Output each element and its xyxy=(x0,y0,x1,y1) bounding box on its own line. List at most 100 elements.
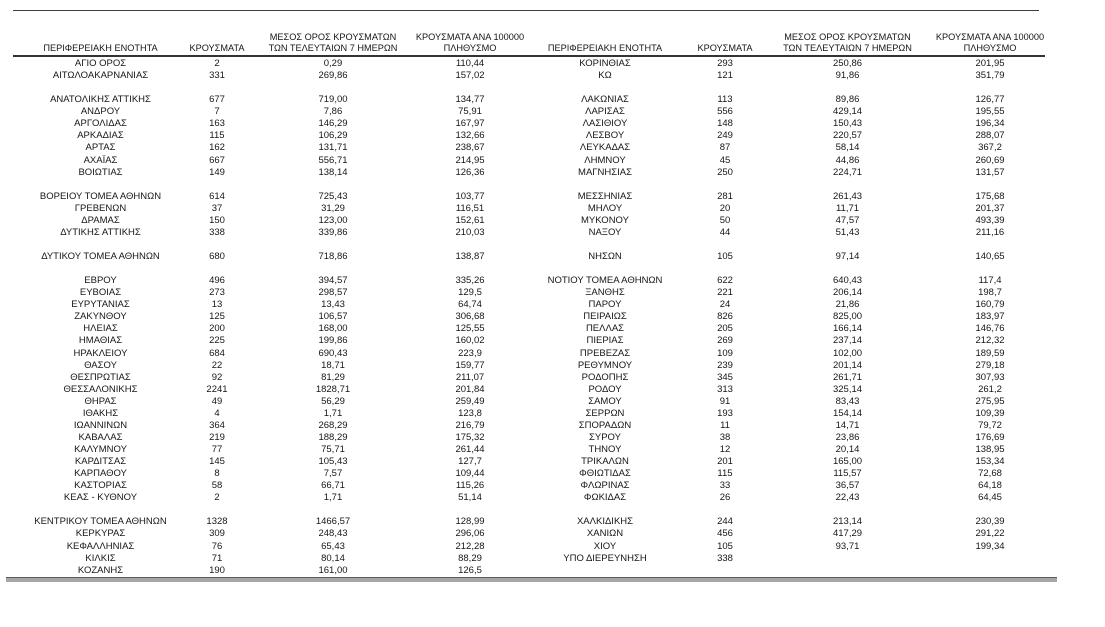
cell-right-region: ΠΑΡΟΥ xyxy=(588,299,622,311)
cell-right-avg7: 23,86 xyxy=(835,431,860,443)
cell-right-per100k: 79,72 xyxy=(978,419,1002,431)
cell-right-avg7: 261,71 xyxy=(832,371,863,383)
cell-left-region: ΔΥΤΙΚΗΣ ΑΤΤΙΚΗΣ xyxy=(60,226,141,238)
table-row: ΚΑΣΤΟΡΙΑΣ 58 66,71 115,26 ΦΛΩΡΙΝΑΣ 33 36,57 64,… xyxy=(13,480,1045,492)
cell-left-region: ΑΙΤΩΛΟΑΚΑΡΝΑΝΙΑΣ xyxy=(52,70,149,82)
cell-right-per100k: 230,39 xyxy=(975,516,1005,528)
table-row: ΚΑΡΠΑΘΟΥ 8 7,57 109,44 ΦΘΙΩΤΙΔΑΣ 115 115,57 72,… xyxy=(13,468,1045,480)
cell-left-avg7: 131,71 xyxy=(318,142,348,154)
table-row: ΑΡΤΑΣ 162 131,71 238,67 ΛΕΥΚΑΔΑΣ 87 58,14 367,2 xyxy=(13,142,1045,154)
cell-right-cases: 11 xyxy=(720,419,730,431)
cell-left-cases: 331 xyxy=(209,70,225,82)
table-row: ΚΕΦΑΛΛΗΝΙΑΣ 76 65,43 212,28 ΧΙΟΥ 105 93,71 199,… xyxy=(13,541,1045,553)
cell-left-region xyxy=(13,504,188,516)
cell-left-avg7: 106,57 xyxy=(318,311,348,323)
col-header-label: ΠΕΡΙΦΕΡΕΙΑΚΗ ΕΝΟΤΗΤΑ xyxy=(547,43,663,53)
cell-right-avg7: 102,00 xyxy=(832,347,863,359)
cell-left-per100k: 261,44 xyxy=(455,444,485,456)
cell-left-avg7: 248,43 xyxy=(318,528,348,540)
table-row: ΗΜΑΘΙΑΣ 225 199,86 160,02 ΠΙΕΡΙΑΣ 269 237,14 21… xyxy=(13,335,1045,347)
cell-left-cases: 77 xyxy=(211,444,223,456)
cell-left-region: ΚΟΖΑΝΗΣ xyxy=(77,564,124,576)
cell-right-region: ΜΑΓΝΗΣΙΑΣ xyxy=(578,166,632,178)
table-row: ΒΟΙΩΤΙΑΣ 149 138,14 126,36 ΜΑΓΝΗΣΙΑΣ 250 224,7… xyxy=(13,167,1045,179)
cell-right-cases: 33 xyxy=(719,480,731,492)
cell-left-region: ΕΒΡΟΥ xyxy=(84,275,117,287)
cell-left-cases xyxy=(188,504,246,516)
cell-right-avg7: 166,14 xyxy=(832,323,863,335)
cell-left-avg7: 0,29 xyxy=(323,58,343,70)
cell-right-region: ΛΑΡΙΣΑΣ xyxy=(585,106,625,118)
cell-right-per100k xyxy=(935,82,1045,94)
cell-right-avg7: 22,43 xyxy=(835,492,860,504)
cell-right-cases xyxy=(690,504,760,516)
cell-right-region: ΠΙΕΡΙΑΣ xyxy=(586,335,624,347)
cell-right-avg7: 237,14 xyxy=(832,335,863,347)
cell-left-per100k: 129,5 xyxy=(458,287,482,299)
cell-left-per100k: 212,28 xyxy=(455,540,485,552)
cell-left-avg7: 56,29 xyxy=(321,395,345,407)
cell-right-region: ΝΗΣΩΝ xyxy=(588,251,622,263)
cell-left-per100k: 259,49 xyxy=(455,395,485,407)
table-row: ΑΡΓΟΛΙΔΑΣ 163 146,29 167,97 ΛΑΣΙΘΙΟΥ 148 150,4… xyxy=(13,118,1045,130)
cell-left-region: ΚΕΡΚΥΡΑΣ xyxy=(75,528,126,540)
cell-left-cases xyxy=(188,82,246,94)
table-row: ΚΑΡΔΙΤΣΑΣ 145 105,43 127,7 ΤΡΙΚΑΛΩΝ 201 165,00… xyxy=(13,456,1045,468)
cell-left-cases: 125 xyxy=(209,311,225,323)
cell-left-region: ΚΕΝΤΡΙΚΟΥ ΤΟΜΕΑ ΑΘΗΝΩΝ xyxy=(34,516,167,528)
cell-right-per100k: 291,22 xyxy=(975,528,1005,540)
cell-right-avg7: 213,14 xyxy=(832,516,863,528)
cell-left-avg7 xyxy=(246,239,420,251)
cell-left-cases: 667 xyxy=(209,154,225,166)
cell-left-per100k xyxy=(420,263,520,275)
cell-left-cases xyxy=(188,239,246,251)
cell-right-avg7: 93,71 xyxy=(835,540,860,552)
col-header-label: ΜΕΣΟΣ ΟΡΟΣ ΚΡΟΥΣΜΑΤΩΝ xyxy=(784,32,911,42)
cell-right-avg7: 97,14 xyxy=(835,251,860,263)
cell-right-region: ΧΙΟΥ xyxy=(593,540,617,552)
cell-right-per100k: 211,16 xyxy=(975,226,1005,238)
cell-right-per100k: 189,59 xyxy=(975,347,1005,359)
cell-right-region: ΛΕΥΚΑΔΑΣ xyxy=(579,142,631,154)
cell-left-region: ΑΧΑΪΑΣ xyxy=(83,154,118,166)
cell-right-cases: 239 xyxy=(717,359,733,371)
col-header-label: ΚΡΟΥΣΜΑΤΑ ΑΝΑ 100000 xyxy=(415,32,525,42)
cell-left-per100k: 306,68 xyxy=(455,311,485,323)
col-header-label: ΤΩΝ ΤΕΛΕΥΤΑΙΩΝ 7 ΗΜΕΡΩΝ xyxy=(783,43,912,53)
cell-left-avg7 xyxy=(246,82,420,94)
cell-right-per100k: 64,45 xyxy=(978,492,1002,504)
cell-right-cases: 281 xyxy=(717,190,733,202)
table-row: ΚΟΖΑΝΗΣ 190 161,00 126,5 xyxy=(13,565,1045,577)
cell-left-cases: 219 xyxy=(209,431,225,443)
cell-left-avg7: 106,29 xyxy=(318,130,348,142)
cell-left-avg7: 269,86 xyxy=(318,70,348,82)
cell-right-cases: 622 xyxy=(717,275,733,287)
table-row: ΔΥΤΙΚΗΣ ΑΤΤΙΚΗΣ 338 339,86 210,03 ΝΑΞΟΥ 44 51,… xyxy=(13,227,1045,239)
cell-left-avg7: 66,71 xyxy=(321,480,345,492)
cell-left-region: ΗΜΑΘΙΑΣ xyxy=(78,335,123,347)
cell-left-cases: 162 xyxy=(209,142,225,154)
cell-right-avg7 xyxy=(760,179,935,191)
cell-left-region: ΕΥΒΟΙΑΣ xyxy=(79,287,122,299)
table-row xyxy=(13,263,1045,275)
cell-left-cases: 677 xyxy=(209,94,225,106)
cell-left-cases: 58 xyxy=(211,480,223,492)
cell-right-cases: 45 xyxy=(719,154,731,166)
col-header-label: ΠΕΡΙΦΕΡΕΙΑΚΗ ΕΝΟΤΗΤΑ xyxy=(43,43,158,53)
cell-right-avg7: 417,29 xyxy=(832,528,863,540)
cell-right-cases: 87 xyxy=(719,142,731,154)
cell-left-avg7: 123,00 xyxy=(318,214,348,226)
cell-right-cases: 250 xyxy=(717,166,733,178)
cell-left-cases: 37 xyxy=(211,202,223,214)
cell-left-region: ΘΕΣΠΡΩΤΙΑΣ xyxy=(70,371,131,383)
cell-left-region: ΚΑΡΔΙΤΣΑΣ xyxy=(74,456,127,468)
cell-left-per100k: 51,14 xyxy=(458,492,482,504)
cell-right-per100k: 153,34 xyxy=(975,456,1005,468)
cell-right-avg7: 154,14 xyxy=(832,407,863,419)
table-row: ΑΡΚΑΔΙΑΣ 115 106,29 132,66 ΛΕΣΒΟΥ 249 220,57 28… xyxy=(13,130,1045,142)
cell-left-region: ΘΕΣΣΑΛΟΝΙΚΗΣ xyxy=(63,383,138,395)
cell-right-per100k: 279,18 xyxy=(975,359,1005,371)
cell-left-per100k: 109,44 xyxy=(455,468,485,480)
cell-left-cases: 309 xyxy=(209,528,225,540)
cell-left-region: ΔΥΤΙΚΟΥ ΤΟΜΕΑ ΑΘΗΝΩΝ xyxy=(41,251,160,263)
